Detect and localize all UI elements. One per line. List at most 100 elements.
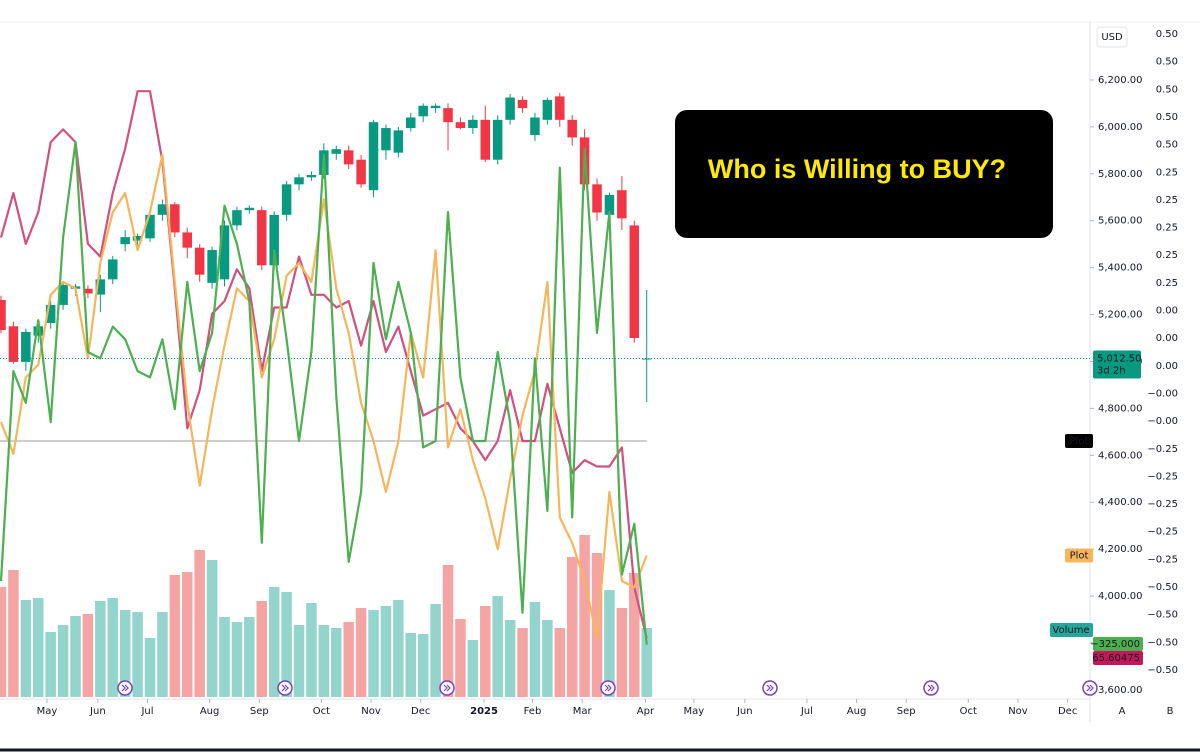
y2-tick-label: 0.25 <box>1156 250 1178 261</box>
volume-bar <box>293 625 305 697</box>
candle-body <box>492 119 503 160</box>
y2-tick-label: 0.50 <box>1156 57 1178 68</box>
event-icon-glyph <box>766 684 774 692</box>
volume-bar <box>206 560 218 697</box>
volume-bar <box>480 606 491 697</box>
y2-tick-label: −0.50 <box>1147 665 1178 676</box>
volume-bar <box>566 557 578 697</box>
candle-body <box>21 331 31 362</box>
y2-tick-label: 0.50 <box>1156 140 1178 151</box>
y-tick-label: 4,800.00 <box>1098 403 1143 414</box>
volume-bar <box>380 606 392 697</box>
plot-area <box>0 90 652 697</box>
volume-bar <box>467 640 479 697</box>
y-tick-label: 6,000.00 <box>1098 122 1143 133</box>
volume-bar <box>194 550 205 697</box>
y2-tick-label: 0.50 <box>1156 112 1178 123</box>
y-tick-label: 5,800.00 <box>1098 169 1143 180</box>
scale-button[interactable]: A <box>1119 706 1126 717</box>
event-icon-glyph <box>927 684 935 692</box>
candle-body <box>182 232 193 248</box>
volume-badge <box>1050 623 1093 637</box>
candle-body <box>244 207 255 211</box>
x-tick-label: Aug <box>847 706 867 717</box>
series-badge-label: Plot <box>1070 551 1089 562</box>
y-tick-label: 5,600.00 <box>1098 216 1143 227</box>
candle-body <box>281 184 292 215</box>
y2-tick-label: 0.50 <box>1156 84 1178 95</box>
y2-tick-label: −0.50 <box>1147 582 1178 593</box>
volume-bar <box>70 616 81 697</box>
y2-tick-label: −0.25 <box>1147 499 1178 510</box>
series-badge <box>1065 548 1093 563</box>
y-tick-label: 5,400.00 <box>1098 263 1143 274</box>
volume-bar <box>579 535 590 697</box>
volume-bar <box>132 612 143 697</box>
volume-bar <box>442 565 454 697</box>
volume-bar <box>554 628 566 697</box>
candle-body <box>567 119 577 138</box>
x-tick-label: Aug <box>200 706 220 717</box>
candle-body <box>0 300 6 331</box>
value-badge <box>1093 651 1143 665</box>
volume-bar <box>368 610 379 697</box>
volume-bar <box>33 598 44 697</box>
y2-tick-label: −0.00 <box>1147 416 1178 427</box>
plot-badge <box>1065 434 1093 449</box>
candle-body <box>455 122 466 129</box>
volume-bar <box>57 625 69 697</box>
volume-bar <box>306 603 317 697</box>
x-tick-label: Oct <box>313 706 330 717</box>
annotation-box <box>675 110 1053 238</box>
volume-bar <box>417 634 429 697</box>
candle-body <box>641 358 652 360</box>
volume-bar <box>604 590 615 697</box>
oscillator-line <box>0 153 648 640</box>
volume-bar <box>318 625 330 697</box>
y2-tick-label: −0.25 <box>1147 554 1178 565</box>
volume-bar <box>393 600 404 697</box>
candle-body <box>517 99 528 109</box>
candle-body <box>356 159 366 185</box>
candle-body <box>257 210 267 266</box>
y2-tick-label: −0.50 <box>1147 637 1178 648</box>
y-tick-label: 4,000.00 <box>1098 591 1143 602</box>
volume-bar <box>616 608 628 697</box>
y-tick-label: 3,600.00 <box>1098 685 1143 696</box>
volume-bar <box>82 614 94 697</box>
volume-bar <box>0 587 7 697</box>
volume-bar <box>331 628 342 697</box>
oscillator-line <box>0 141 648 645</box>
y2-tick-label: −0.50 <box>1147 610 1178 621</box>
candle-body <box>170 204 180 233</box>
plot-badge-label: Plot <box>1070 436 1089 447</box>
currency-button[interactable] <box>1096 26 1128 48</box>
volume-bar <box>492 596 503 697</box>
y2-tick-label: 0.50 <box>1156 29 1178 40</box>
scale-button[interactable]: B <box>1167 706 1174 717</box>
candle-body <box>430 105 441 109</box>
y2-tick-label: 0.00 <box>1156 333 1178 344</box>
y2-tick-label: −0.25 <box>1147 527 1178 538</box>
y2-tick-label: −0.25 <box>1147 444 1178 455</box>
x-tick-label: Jul <box>800 706 813 717</box>
candle-body <box>480 119 491 160</box>
y-tick-label: 4,200.00 <box>1098 544 1143 555</box>
candle-body <box>194 247 205 275</box>
volume-bar <box>455 619 466 697</box>
event-icon-glyph <box>604 684 612 692</box>
candle-body <box>555 96 565 120</box>
event-icon-glyph <box>443 684 451 692</box>
candle-body <box>443 108 453 123</box>
candle-body <box>530 117 540 136</box>
candle-body <box>542 99 553 120</box>
candle-body <box>604 194 615 215</box>
y2-tick-label: 0.25 <box>1156 278 1178 289</box>
candle-body <box>505 97 515 120</box>
y2-tick-label: −0.25 <box>1147 471 1178 482</box>
x-tick-label: Jun <box>89 706 106 717</box>
volume-bar <box>641 628 652 697</box>
candle-body <box>58 284 68 305</box>
volume-bar <box>144 638 156 697</box>
